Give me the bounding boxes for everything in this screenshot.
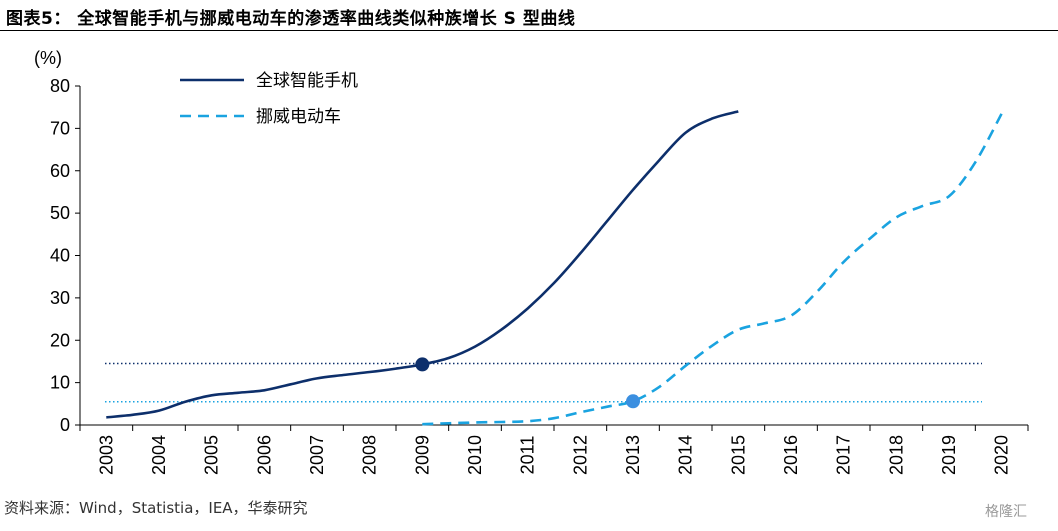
x-tick-label: 2011: [518, 436, 538, 475]
y-tick-label: 70: [50, 118, 70, 138]
x-tick-label: 2015: [728, 435, 748, 475]
y-axis-label: (%): [34, 48, 62, 68]
x-tick-label: 2018: [886, 435, 906, 475]
y-tick-label: 40: [50, 246, 70, 266]
watermark: 格隆汇: [985, 504, 1027, 520]
x-tick-label: 2019: [939, 435, 959, 475]
title-divider: [0, 30, 1058, 31]
source-note: 资料来源：Wind，Statistia，IEA，华泰研究: [4, 499, 308, 517]
marker-layer: [415, 357, 640, 409]
x-tick-label: 2003: [96, 435, 116, 475]
x-tick-label: 2014: [676, 435, 696, 475]
y-tick-label: 10: [50, 373, 70, 393]
x-tick-label: 2005: [202, 435, 222, 475]
x-tick-label: 2012: [570, 435, 590, 475]
x-tick-label: 2013: [623, 435, 643, 475]
x-tick-label: 2020: [992, 435, 1012, 475]
highlight-point: [415, 357, 430, 372]
x-tick-label: 2008: [360, 435, 380, 475]
x-tick-label: 2007: [307, 435, 327, 475]
highlight-point: [626, 394, 640, 409]
y-tick-label: 30: [50, 288, 70, 308]
reference-lines: [105, 362, 982, 403]
y-tick-label: 60: [50, 161, 70, 181]
y-tick-label: 80: [50, 76, 70, 96]
x-tick-label: 2006: [254, 435, 274, 475]
x-tick-label: 2004: [149, 435, 169, 475]
chart-title: 图表5： 全球智能手机与挪威电动车的渗透率曲线类似种族增长 S 型曲线: [6, 9, 576, 29]
y-tick-label: 20: [50, 330, 70, 350]
y-tick-label: 0: [60, 415, 70, 435]
line-chart: (%) 0 10 20 30 40 50 60 70 80 2003 2004 2005 2006 2007…: [34, 48, 1029, 475]
y-tick-label: 50: [50, 203, 70, 223]
series-layer: [106, 110, 1003, 426]
series-line-ev: [422, 112, 1003, 426]
series-line-smartphone: [106, 110, 739, 419]
x-tick-label: 2017: [834, 435, 854, 475]
chart-axes: (%) 0 10 20 30 40 50 60 70 80 2003 2004 2005 2006 2007…: [34, 48, 1029, 475]
x-tick-label: 2010: [465, 435, 485, 475]
x-tick-label: 2016: [781, 435, 801, 475]
legend-label: 挪威电动车: [256, 107, 341, 127]
legend-label: 全球智能手机: [256, 71, 358, 91]
x-tick-label: 2009: [412, 435, 432, 475]
